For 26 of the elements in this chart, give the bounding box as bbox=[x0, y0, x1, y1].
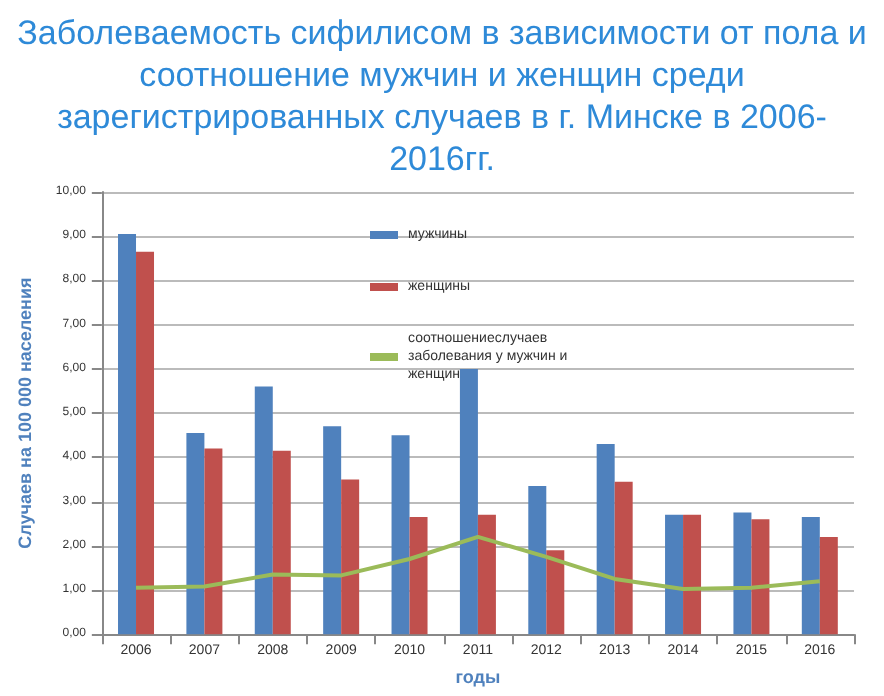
bar bbox=[391, 435, 410, 635]
bar bbox=[596, 444, 615, 635]
bar bbox=[801, 517, 820, 635]
bar bbox=[477, 514, 496, 635]
bar bbox=[819, 536, 838, 635]
chart-title: Заболеваемость сифилисом в зависимости от пола и соотношение мужчин и женщин среди зарегистрированных случаев в г. Минске в 2006-2016гг. bbox=[15, 12, 869, 178]
bar bbox=[254, 386, 273, 635]
bar bbox=[341, 479, 360, 635]
bar bbox=[323, 426, 342, 635]
bar bbox=[528, 486, 547, 635]
bar bbox=[733, 512, 752, 635]
bar bbox=[136, 251, 155, 635]
bar bbox=[751, 519, 770, 635]
x-axis-title: годы bbox=[455, 667, 501, 687]
bar bbox=[272, 450, 291, 635]
bar bbox=[186, 433, 205, 635]
line-series bbox=[134, 534, 822, 592]
bar bbox=[459, 368, 478, 635]
bar bbox=[614, 481, 633, 635]
bar bbox=[683, 514, 702, 635]
y-axis-title: Случаев на 100 000 населения bbox=[15, 277, 35, 549]
bar bbox=[204, 448, 223, 635]
bar bbox=[665, 514, 684, 635]
bar bbox=[409, 517, 428, 635]
bar bbox=[118, 234, 137, 635]
bar bbox=[546, 550, 565, 635]
